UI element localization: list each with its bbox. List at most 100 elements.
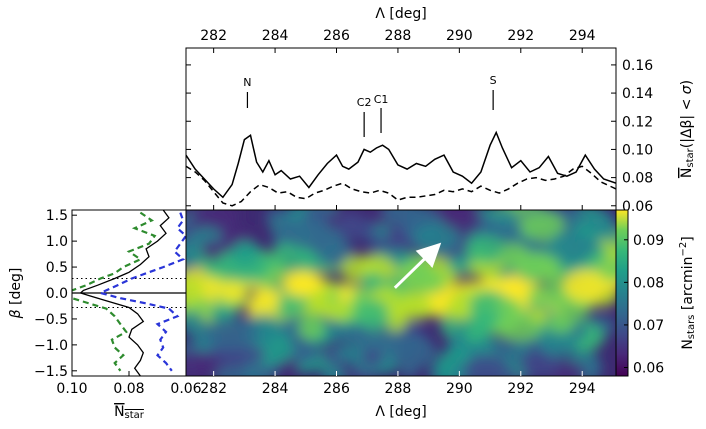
heatmap-cell	[201, 241, 223, 261]
heatmap-cell	[575, 237, 602, 256]
side-y-tick-label: −1.5	[34, 364, 68, 380]
heatmap-cell	[334, 345, 363, 362]
top-y-tick-label: 0.06	[622, 199, 653, 215]
heatmap-cell	[412, 223, 460, 253]
density-map-panel: 282 284 286 288 290 292 294 Λ [deg]	[185, 209, 617, 420]
heatmap-cell	[338, 212, 367, 240]
top-x-tick-label: 288	[385, 28, 412, 44]
heatmap-blobs	[186, 210, 616, 376]
heatmap-cell	[586, 210, 616, 235]
top-y-tick-label: 0.14	[622, 86, 653, 102]
heatmap-cell	[186, 312, 208, 336]
heatmap-cell	[583, 361, 602, 376]
annotation-label-c1: C1	[374, 93, 389, 106]
heatmap-cell	[218, 280, 248, 303]
top-profile-lines	[186, 130, 616, 207]
top-panel-frame	[185, 47, 617, 211]
heatmap-cell	[398, 296, 435, 320]
heatmap-cell	[355, 299, 390, 330]
side-x-tick-label: 0.10	[56, 381, 87, 397]
heatmap-cell	[287, 272, 325, 294]
top-x-tick-label: 290	[446, 28, 473, 44]
heatmap-cell	[465, 235, 506, 264]
heatmap-cell	[448, 257, 466, 274]
side-y-tick-label: 1.5	[46, 208, 68, 224]
side-profile-lines	[72, 210, 186, 376]
svg-text:Nstar(|Δβ| < σ): Nstar(|Δβ| < σ)	[679, 80, 696, 178]
map-x-tick-label: 282	[200, 381, 227, 397]
top-y-axis-label: Nstar(|Δβ| < σ)	[679, 80, 696, 178]
heatmap-cell	[214, 365, 251, 376]
annotation-label-c2: C2	[357, 96, 372, 109]
heatmap-cell	[309, 225, 346, 262]
heatmap-cell	[388, 335, 437, 370]
heatmap-cell	[204, 210, 241, 223]
heatmap-cell	[339, 324, 368, 342]
map-x-tick-label: 288	[385, 381, 412, 397]
side-y-tick-label: −0.5	[34, 312, 68, 328]
heatmap-cell	[445, 297, 471, 321]
heatmap-cell	[338, 288, 354, 303]
heatmap-cell	[488, 339, 516, 356]
heatmap-cell	[229, 344, 266, 365]
top-y-tick-label: 0.10	[622, 142, 653, 158]
annotation-label-s: S	[490, 74, 497, 87]
svg-text:β [deg]: β [deg]	[8, 268, 24, 320]
heatmap-cell	[471, 309, 497, 333]
peak-annotations: N C2 C1 S	[243, 74, 497, 137]
heatmap-cell	[599, 261, 616, 282]
heatmap-cell	[246, 292, 279, 323]
map-x-tick-label: 294	[569, 381, 596, 397]
top-y-ticks: 0.06 0.08 0.10 0.12 0.14 0.16	[186, 58, 653, 215]
top-series-solid	[186, 130, 616, 199]
top-x-tick-label: 292	[507, 28, 534, 44]
colorbar-tick-label: 0.07	[633, 318, 664, 334]
side-x-tick-label: 0.06	[170, 381, 201, 397]
side-y-axis-label: β [deg]	[8, 268, 24, 320]
heatmap-cell	[563, 269, 607, 303]
map-x-tick-label: 286	[323, 381, 350, 397]
colorbar-tick-label: 0.09	[633, 233, 664, 249]
map-x-tick-label: 284	[262, 381, 289, 397]
side-series-dashed	[72, 211, 157, 372]
colorbar-label: Nstars [arcmin−2]	[678, 236, 697, 349]
map-x-tick-label: 292	[507, 381, 534, 397]
colorbar-ticks: 0.06 0.07 0.08 0.09	[624, 233, 664, 376]
top-y-tick-label: 0.08	[622, 171, 653, 187]
map-x-axis-label: Λ [deg]	[375, 404, 426, 420]
svg-text:Nstar: Nstar	[114, 404, 145, 421]
heatmap-cell	[320, 301, 352, 321]
heatmap-cell	[186, 239, 203, 271]
heatmap-cell	[494, 298, 523, 315]
top-y-tick-label: 0.12	[622, 114, 653, 130]
heatmap-cell	[537, 324, 580, 359]
stream-direction-arrow	[393, 242, 442, 289]
heatmap-cell	[517, 252, 562, 282]
top-panel: N C2 C1 S 282 284 286 288 290 292 294 0.06 0.08 0.1…	[185, 6, 696, 215]
side-series-solid	[79, 210, 170, 376]
colorbar: 0.06 0.07 0.08 0.09 Nstars [arcmin−2]	[615, 209, 697, 377]
side-y-tick-label: 0.0	[46, 286, 68, 302]
heatmap-cell	[230, 240, 260, 265]
side-profile-panel: 0.10 0.08 0.06 1.5 1.0 0.5 0.0 −0.5 −1.0 −1.5 β …	[8, 208, 202, 421]
side-series-dashed	[97, 212, 186, 372]
top-x-ticks: 282 284 286 288 290 292 294	[200, 28, 596, 210]
colorbar-tick-label: 0.06	[633, 360, 664, 376]
heatmap-cell	[298, 316, 325, 341]
side-x-tick-label: 0.08	[113, 381, 144, 397]
colorbar-tick-label: 0.08	[633, 275, 664, 291]
heatmap-cell	[439, 210, 475, 227]
heatmap-cell	[463, 354, 508, 376]
top-x-tick-label: 282	[200, 28, 227, 44]
heatmap-cell	[360, 272, 385, 291]
side-y-tick-label: 0.5	[46, 260, 68, 276]
top-x-tick-label: 286	[323, 28, 350, 44]
heatmap-cell	[202, 316, 260, 349]
top-y-tick-label: 0.16	[622, 58, 653, 74]
heatmap-cell	[186, 273, 205, 308]
annotation-label-n: N	[243, 76, 251, 89]
top-x-axis-label: Λ [deg]	[375, 6, 426, 22]
top-x-tick-label: 284	[262, 28, 289, 44]
svg-text:Nstars [arcmin−2]: Nstars [arcmin−2]	[678, 236, 697, 349]
colorbar-gradient	[615, 209, 629, 377]
